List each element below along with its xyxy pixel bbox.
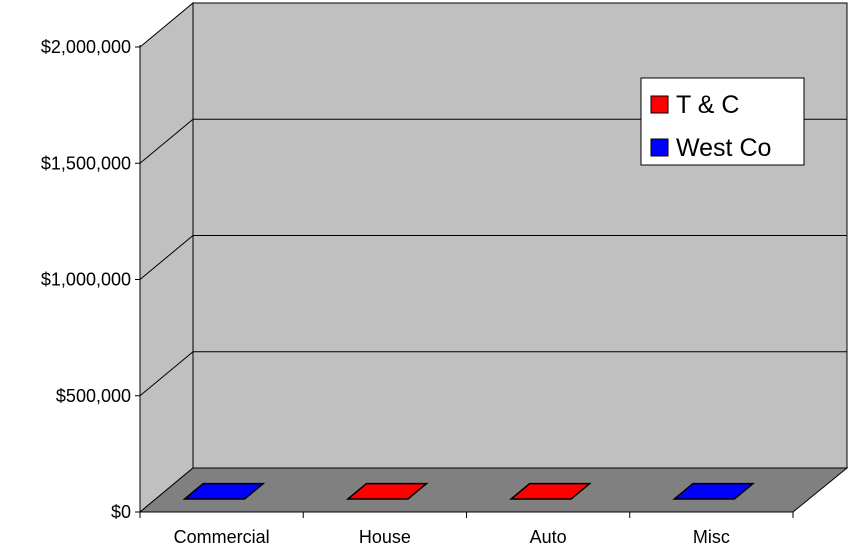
gridline (139, 351, 847, 397)
legend-label: West Co (676, 134, 771, 162)
bar (509, 482, 592, 500)
bar (182, 482, 266, 500)
y-tick-label: $1,500,000 (41, 153, 131, 173)
category-label: Misc (693, 527, 730, 547)
y-tick-label: $1,000,000 (41, 270, 131, 290)
legend: T & C West Co (640, 77, 805, 166)
legend-label: T & C (676, 91, 739, 119)
category-label: Commercial (174, 527, 270, 547)
y-axis-ticks: $0 $500,000 $1,000,000 $1,500,000 $2,000,000 (41, 37, 140, 522)
y-tick-label: $2,000,000 (41, 37, 131, 57)
gridline (139, 118, 847, 164)
category-label: House (359, 527, 411, 547)
gridline (139, 235, 847, 280)
category-label: Auto (530, 527, 567, 547)
x-axis-ticks (139, 512, 794, 518)
y-tick-label: $0 (111, 502, 131, 522)
y-tick-label: $500,000 (56, 386, 131, 406)
bars (182, 482, 756, 500)
legend-swatch (650, 95, 669, 114)
legend-swatch (650, 138, 669, 157)
bar (345, 482, 429, 500)
category-labels: Commercial House Auto Misc (174, 527, 730, 547)
bar (672, 482, 756, 500)
gridlines (139, 118, 847, 397)
